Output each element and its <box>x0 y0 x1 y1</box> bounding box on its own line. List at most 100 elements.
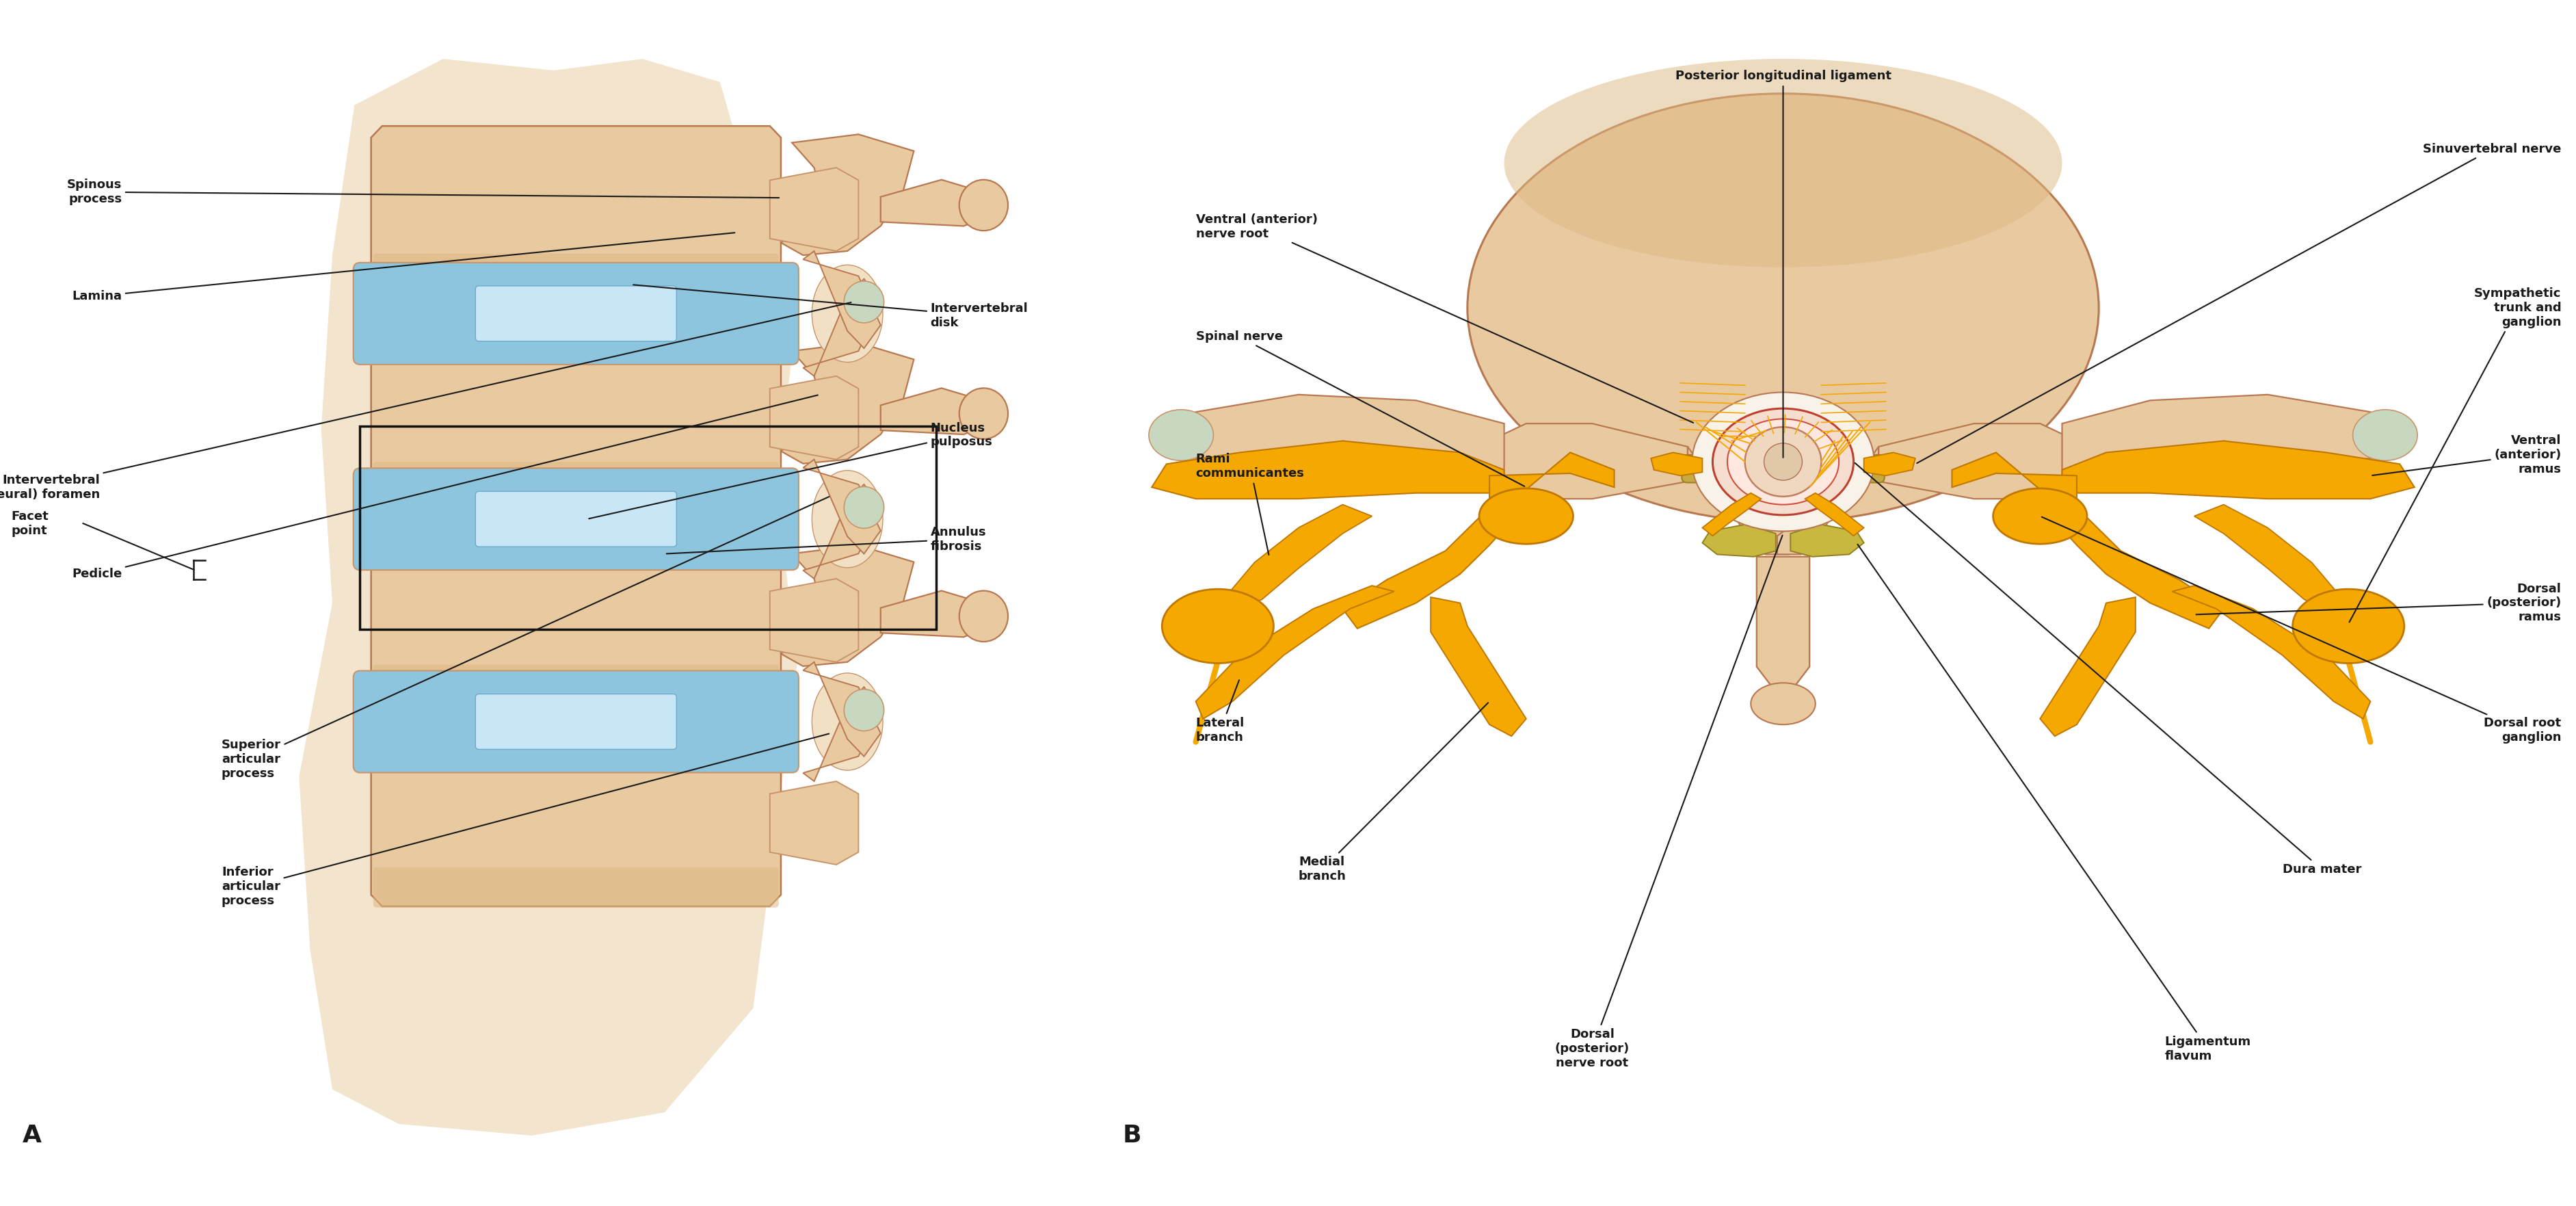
Ellipse shape <box>845 690 884 731</box>
FancyBboxPatch shape <box>353 468 799 570</box>
Polygon shape <box>1806 493 1865 535</box>
Polygon shape <box>1878 423 2076 499</box>
Polygon shape <box>804 251 881 349</box>
FancyBboxPatch shape <box>353 263 799 364</box>
Polygon shape <box>770 168 858 251</box>
Polygon shape <box>2040 597 2136 736</box>
Polygon shape <box>1703 525 1775 557</box>
FancyBboxPatch shape <box>374 867 778 907</box>
Text: Pedicle: Pedicle <box>72 396 817 580</box>
Bar <box>361 427 935 630</box>
Ellipse shape <box>1504 59 2063 268</box>
Polygon shape <box>781 134 914 256</box>
FancyBboxPatch shape <box>374 665 778 704</box>
Ellipse shape <box>958 388 1007 439</box>
Text: Rami
communicantes: Rami communicantes <box>1195 453 1303 555</box>
Text: Inferior
articular
process: Inferior articular process <box>222 733 829 907</box>
Polygon shape <box>2063 441 2414 499</box>
Polygon shape <box>781 545 914 666</box>
Text: Spinous
process: Spinous process <box>67 178 778 205</box>
Ellipse shape <box>845 281 884 323</box>
Polygon shape <box>1790 525 1865 557</box>
Text: Medial
branch: Medial branch <box>1298 703 1489 883</box>
Ellipse shape <box>1149 410 1213 461</box>
FancyBboxPatch shape <box>477 491 677 546</box>
Ellipse shape <box>1752 683 1816 725</box>
Polygon shape <box>371 125 781 293</box>
Text: Spinal nerve: Spinal nerve <box>1195 330 1525 486</box>
Polygon shape <box>881 388 992 434</box>
Polygon shape <box>1777 446 1878 555</box>
Ellipse shape <box>1479 488 1574 544</box>
Polygon shape <box>770 579 858 662</box>
Text: Dorsal root
ganglion: Dorsal root ganglion <box>2043 517 2561 744</box>
Polygon shape <box>1651 452 1703 475</box>
Polygon shape <box>1489 423 1687 499</box>
Text: Annulus
fibrosis: Annulus fibrosis <box>667 526 987 554</box>
Text: A: A <box>23 1124 41 1147</box>
Polygon shape <box>881 180 992 226</box>
Polygon shape <box>1195 586 1394 719</box>
Polygon shape <box>1757 557 1808 702</box>
Polygon shape <box>1703 493 1762 535</box>
Text: Dorsal
(posterior)
nerve root: Dorsal (posterior) nerve root <box>1556 535 1783 1070</box>
Ellipse shape <box>2352 410 2416 461</box>
Text: Superior
articular
process: Superior articular process <box>222 497 829 780</box>
Text: Intervertebral
(neural) foramen: Intervertebral (neural) foramen <box>0 303 850 500</box>
FancyBboxPatch shape <box>477 286 677 341</box>
Polygon shape <box>2172 586 2370 719</box>
Ellipse shape <box>1713 409 1855 515</box>
Polygon shape <box>2195 504 2342 609</box>
Polygon shape <box>804 662 881 756</box>
Text: Facet
point: Facet point <box>10 510 49 537</box>
Polygon shape <box>781 343 914 463</box>
Polygon shape <box>1865 452 1917 475</box>
Polygon shape <box>770 376 858 459</box>
Ellipse shape <box>1468 94 2099 522</box>
Polygon shape <box>804 485 881 579</box>
Polygon shape <box>371 334 781 502</box>
Ellipse shape <box>1162 589 1273 663</box>
Text: Posterior longitudinal ligament: Posterior longitudinal ligament <box>1674 70 1891 457</box>
Polygon shape <box>371 739 781 907</box>
Text: Lateral
branch: Lateral branch <box>1195 680 1244 744</box>
Ellipse shape <box>2293 589 2403 663</box>
Text: Nucleus
pulposus: Nucleus pulposus <box>590 422 992 519</box>
Polygon shape <box>1430 597 1525 736</box>
Text: Ligamentum
flavum: Ligamentum flavum <box>1857 544 2251 1062</box>
Text: Intervertebral
disk: Intervertebral disk <box>634 285 1028 329</box>
Polygon shape <box>1175 394 1504 493</box>
Text: Sinuvertebral nerve: Sinuvertebral nerve <box>1917 144 2561 463</box>
Ellipse shape <box>811 673 884 771</box>
Polygon shape <box>804 687 881 781</box>
Ellipse shape <box>845 487 884 528</box>
Ellipse shape <box>811 470 884 568</box>
Text: Lamina: Lamina <box>72 233 734 303</box>
FancyBboxPatch shape <box>374 462 778 502</box>
Polygon shape <box>804 459 881 554</box>
Polygon shape <box>1953 452 2076 508</box>
Text: Ventral
(anterior)
ramus: Ventral (anterior) ramus <box>2372 434 2561 475</box>
Text: B: B <box>1123 1124 1141 1147</box>
Ellipse shape <box>1744 427 1821 497</box>
Polygon shape <box>1342 493 1520 628</box>
Polygon shape <box>371 537 781 704</box>
Polygon shape <box>1489 452 1615 508</box>
Polygon shape <box>770 781 858 865</box>
FancyBboxPatch shape <box>1682 455 1886 482</box>
Polygon shape <box>2048 493 2223 628</box>
Ellipse shape <box>1765 444 1803 480</box>
Ellipse shape <box>958 591 1007 642</box>
Ellipse shape <box>1692 392 1875 531</box>
Ellipse shape <box>811 265 884 362</box>
Text: Sympathetic
trunk and
ganglion: Sympathetic trunk and ganglion <box>2349 287 2561 622</box>
Text: Dura mater: Dura mater <box>1855 463 2362 876</box>
Polygon shape <box>804 279 881 376</box>
Polygon shape <box>2063 394 2393 493</box>
Ellipse shape <box>1994 488 2087 544</box>
FancyBboxPatch shape <box>477 693 677 749</box>
Text: Ventral (anterior)
nerve root: Ventral (anterior) nerve root <box>1195 213 1692 423</box>
Polygon shape <box>1687 446 1788 555</box>
Polygon shape <box>1226 504 1373 609</box>
Polygon shape <box>1151 441 1504 499</box>
